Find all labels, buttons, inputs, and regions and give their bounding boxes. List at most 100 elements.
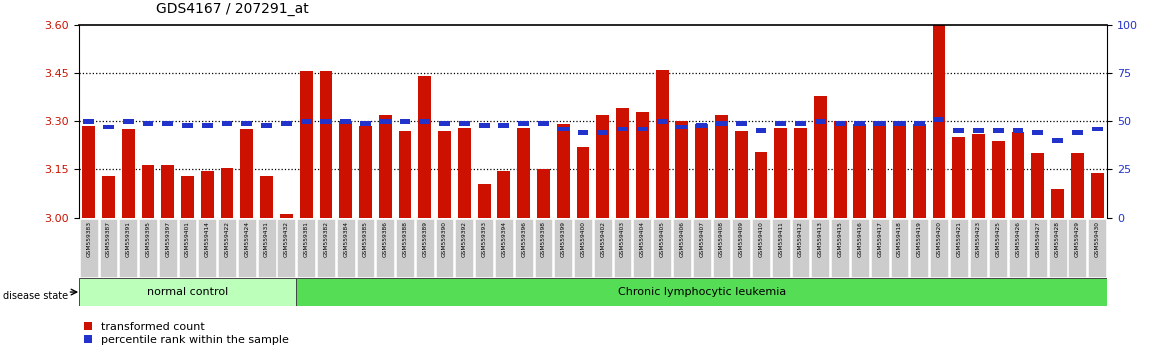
Text: GSM559401: GSM559401 bbox=[185, 221, 190, 257]
Bar bbox=[952, 137, 965, 218]
Bar bbox=[455, 219, 474, 277]
Bar bbox=[1009, 219, 1027, 277]
Bar bbox=[258, 219, 276, 277]
Bar bbox=[557, 125, 570, 218]
Bar bbox=[913, 125, 925, 218]
Bar bbox=[969, 219, 988, 277]
Bar bbox=[141, 165, 154, 218]
Bar bbox=[657, 119, 667, 124]
Text: Chronic lymphocytic leukemia: Chronic lymphocytic leukemia bbox=[617, 287, 786, 297]
Bar bbox=[653, 219, 670, 277]
Bar bbox=[932, 9, 945, 218]
Bar bbox=[83, 119, 94, 124]
Text: GSM559391: GSM559391 bbox=[126, 221, 131, 257]
Bar bbox=[181, 176, 193, 218]
Bar bbox=[300, 72, 313, 218]
Bar bbox=[893, 121, 906, 218]
Text: GSM559397: GSM559397 bbox=[166, 221, 170, 257]
Bar bbox=[775, 128, 787, 218]
Bar bbox=[732, 219, 750, 277]
Bar bbox=[594, 219, 611, 277]
Bar bbox=[241, 129, 254, 218]
Bar bbox=[614, 219, 631, 277]
Bar bbox=[320, 72, 332, 218]
Bar bbox=[201, 123, 213, 127]
Bar bbox=[142, 121, 153, 126]
Bar bbox=[123, 119, 133, 124]
Bar bbox=[992, 141, 1005, 218]
Bar bbox=[241, 121, 252, 126]
Bar bbox=[1089, 219, 1106, 277]
Bar bbox=[755, 152, 768, 218]
Bar bbox=[457, 128, 471, 218]
Bar bbox=[574, 219, 592, 277]
Bar bbox=[200, 171, 214, 218]
Bar bbox=[459, 121, 470, 126]
Bar bbox=[380, 119, 390, 124]
Bar bbox=[676, 125, 688, 130]
Bar bbox=[596, 115, 609, 218]
Bar bbox=[494, 219, 513, 277]
Bar bbox=[692, 219, 711, 277]
Bar bbox=[82, 126, 95, 218]
Bar bbox=[1032, 153, 1045, 218]
Text: GSM559422: GSM559422 bbox=[225, 221, 229, 257]
Bar bbox=[812, 219, 829, 277]
Bar bbox=[1051, 189, 1064, 218]
Text: GSM559403: GSM559403 bbox=[620, 221, 625, 257]
Bar bbox=[159, 219, 177, 277]
Bar bbox=[122, 129, 134, 218]
Bar bbox=[221, 168, 234, 218]
Bar bbox=[103, 125, 113, 130]
Bar bbox=[359, 126, 372, 218]
Text: GSM559402: GSM559402 bbox=[600, 221, 606, 257]
Text: GSM559432: GSM559432 bbox=[284, 221, 288, 257]
Text: GSM559381: GSM559381 bbox=[303, 221, 309, 257]
Bar bbox=[518, 128, 530, 218]
Bar bbox=[796, 121, 806, 126]
Text: GSM559392: GSM559392 bbox=[462, 221, 467, 257]
Bar bbox=[439, 121, 450, 126]
Bar bbox=[894, 121, 904, 126]
Bar bbox=[100, 219, 117, 277]
Bar bbox=[102, 176, 115, 218]
Bar bbox=[637, 126, 647, 131]
Bar bbox=[853, 125, 866, 218]
Bar bbox=[340, 119, 351, 124]
Bar bbox=[478, 123, 490, 127]
Text: normal control: normal control bbox=[147, 287, 228, 297]
Bar bbox=[278, 219, 295, 277]
Text: GSM559383: GSM559383 bbox=[86, 221, 91, 257]
Bar bbox=[337, 219, 354, 277]
Bar bbox=[537, 170, 550, 218]
Text: GSM559421: GSM559421 bbox=[957, 221, 961, 257]
Bar bbox=[716, 121, 727, 126]
Text: GSM559389: GSM559389 bbox=[423, 221, 427, 257]
Bar bbox=[953, 129, 965, 133]
Bar bbox=[218, 219, 236, 277]
Bar bbox=[161, 165, 174, 218]
Bar bbox=[519, 121, 529, 126]
Text: GSM559424: GSM559424 bbox=[244, 221, 249, 257]
Bar bbox=[735, 131, 748, 218]
Text: GSM559398: GSM559398 bbox=[541, 221, 545, 257]
Text: GSM559382: GSM559382 bbox=[323, 221, 329, 257]
Text: GSM559426: GSM559426 bbox=[1016, 221, 1020, 257]
Bar bbox=[735, 121, 747, 126]
Bar bbox=[712, 219, 731, 277]
Bar bbox=[321, 119, 331, 124]
Bar bbox=[598, 130, 608, 135]
Text: GSM559408: GSM559408 bbox=[719, 221, 724, 257]
Text: GSM559420: GSM559420 bbox=[937, 221, 941, 257]
Bar bbox=[396, 219, 413, 277]
Text: GSM559413: GSM559413 bbox=[818, 221, 823, 257]
Bar bbox=[198, 219, 217, 277]
Bar bbox=[398, 131, 411, 218]
Bar bbox=[814, 96, 827, 218]
Bar bbox=[298, 219, 315, 277]
Text: GDS4167 / 207291_at: GDS4167 / 207291_at bbox=[156, 1, 309, 16]
Bar bbox=[933, 117, 945, 122]
Bar bbox=[815, 119, 826, 124]
Bar bbox=[80, 219, 97, 277]
Bar bbox=[162, 121, 174, 126]
